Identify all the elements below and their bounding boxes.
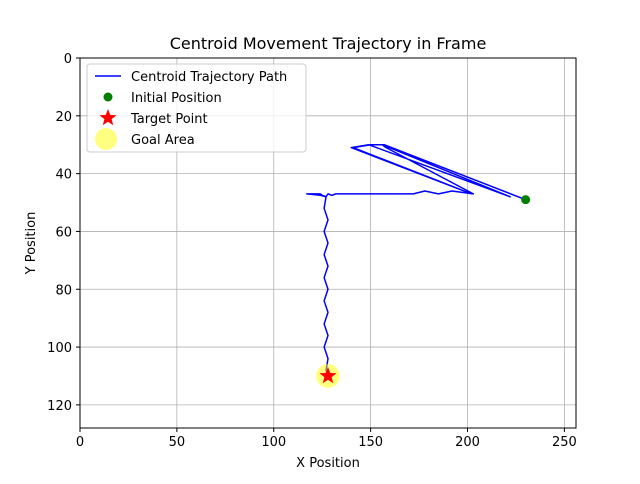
legend-label-initial: Initial Position	[131, 91, 222, 106]
legend-initial-swatch	[103, 92, 113, 102]
y-axis-label: Y Position	[24, 212, 39, 276]
legend-star-swatch	[99, 109, 117, 126]
x-tick-label: 0	[76, 435, 84, 450]
x-tick-label: 250	[552, 435, 577, 450]
initial-position-marker	[521, 195, 531, 205]
y-tick-label: 60	[55, 225, 72, 240]
legend: Centroid Trajectory Path Initial Positio…	[86, 63, 307, 153]
target-point-marker	[319, 366, 337, 384]
y-tick-label: 40	[55, 168, 72, 183]
series-layer	[305, 143, 531, 388]
y-tick-label: 20	[55, 110, 72, 125]
y-tick-label: 120	[47, 399, 72, 414]
y-tick-label: 0	[64, 52, 72, 67]
legend-label-trajectory: Centroid Trajectory Path	[131, 70, 287, 85]
chart-title: Centroid Movement Trajectory in Frame	[170, 34, 487, 53]
x-tick-label: 150	[358, 435, 383, 450]
legend-goal-swatch	[95, 128, 117, 150]
x-tick-label: 50	[169, 435, 186, 450]
x-tick-label: 200	[455, 435, 480, 450]
y-axis-ticks: 0 20 40 60 80 100 120	[47, 52, 80, 414]
plot-frame	[79, 57, 577, 429]
x-tick-label: 100	[261, 435, 286, 450]
x-axis-label: X Position	[296, 456, 360, 471]
y-tick-label: 80	[55, 283, 72, 298]
legend-label-goal: Goal Area	[131, 133, 195, 148]
trajectory-line	[305, 143, 526, 377]
legend-label-target: Target Point	[130, 112, 208, 127]
x-axis-ticks: 0 50 100 150 200 250	[76, 428, 577, 450]
legend-frame	[86, 63, 307, 153]
y-tick-label: 100	[47, 341, 72, 356]
legend-star-shape	[99, 109, 117, 126]
